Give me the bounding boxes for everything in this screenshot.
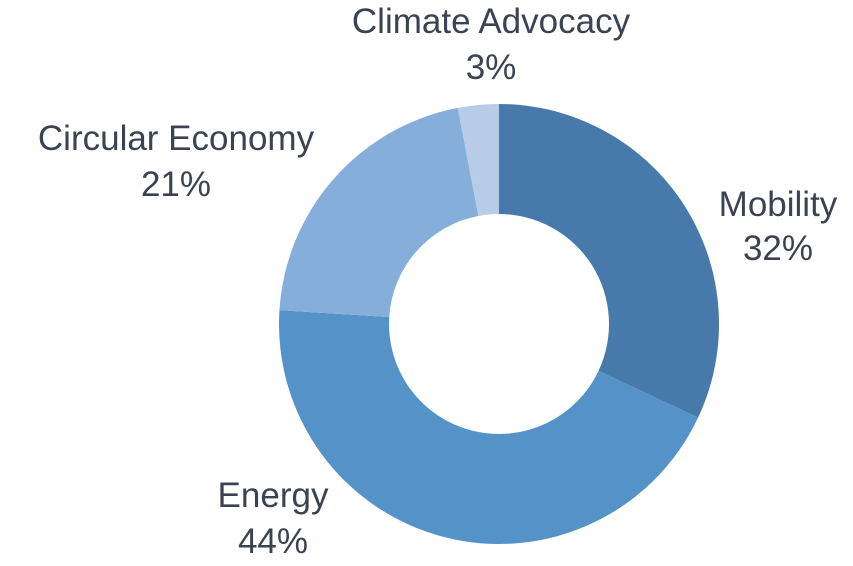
slice-percent-label: 21% xyxy=(141,165,211,204)
slice-category-label: Mobility xyxy=(719,185,838,224)
slice-category-label: Climate Advocacy xyxy=(352,2,631,41)
slice-percent-label: 3% xyxy=(466,48,517,87)
slice-category-label: Energy xyxy=(218,476,329,515)
slice-group xyxy=(279,104,719,544)
slice-climate-advocacy xyxy=(457,104,499,216)
slice-percent-label: 32% xyxy=(743,229,813,268)
slice-circular-economy xyxy=(279,107,479,318)
slice-mobility xyxy=(499,104,719,418)
slice-energy xyxy=(279,310,699,544)
slice-percent-label: 44% xyxy=(238,522,308,561)
label-group: Mobility 32% Energy 44% Circular Economy 21% C… xyxy=(38,2,838,561)
slice-category-label: Circular Economy xyxy=(38,119,315,158)
